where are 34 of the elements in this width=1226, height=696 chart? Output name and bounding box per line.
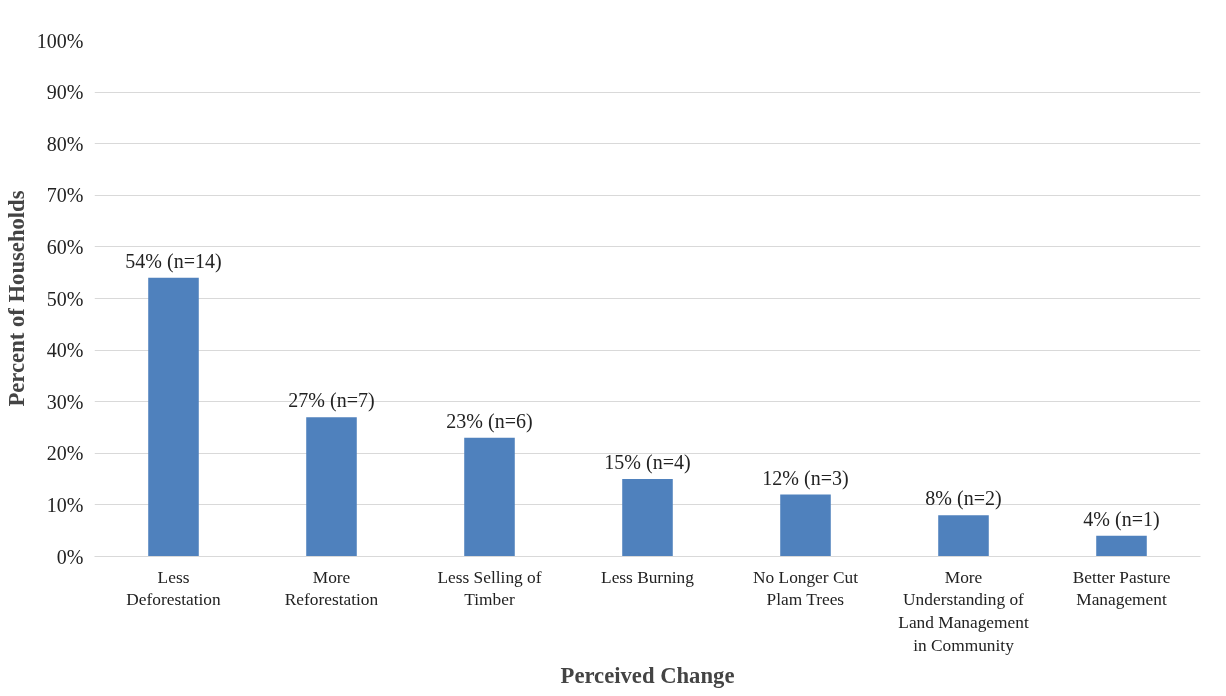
bar xyxy=(938,515,989,557)
bar xyxy=(622,479,673,557)
x-tick-label: Less Selling of Timber xyxy=(437,567,542,610)
y-tick-label: 90% xyxy=(46,81,84,104)
data-label: 4% (n=1) xyxy=(1083,507,1160,531)
y-tick-label: 20% xyxy=(46,442,84,465)
data-label: 27% (n=7) xyxy=(288,389,375,413)
data-label: 15% (n=4) xyxy=(604,451,691,475)
x-tick-label: No Longer Cut Plam Trees xyxy=(753,567,859,610)
y-tick-label: 0% xyxy=(56,545,84,568)
bar xyxy=(306,417,357,557)
x-tick-label: More Understanding of Land Management in Community xyxy=(898,567,1029,655)
data-label: 54% (n=14) xyxy=(125,249,222,273)
x-tick-label: Better Pasture Management xyxy=(1072,567,1171,610)
x-axis-title: Perceived Change xyxy=(560,662,735,688)
data-label: 23% (n=6) xyxy=(446,409,533,433)
bar xyxy=(464,437,515,557)
y-tick-label: 40% xyxy=(46,339,84,362)
bar xyxy=(780,494,831,557)
x-tick-label: Less Deforestation xyxy=(126,567,221,610)
x-tick-label: More Reforestation xyxy=(284,567,379,610)
y-axis-title: Percent of Households xyxy=(3,190,29,407)
y-tick-label: 70% xyxy=(46,184,84,207)
data-label: 8% (n=2) xyxy=(925,487,1002,511)
bar xyxy=(1096,535,1147,557)
y-tick-label: 80% xyxy=(46,132,84,155)
y-tick-label: 60% xyxy=(46,235,84,258)
x-tick-label: Less Burning xyxy=(601,567,695,587)
y-tick-label: 10% xyxy=(46,493,84,516)
y-tick-label: 30% xyxy=(46,390,84,413)
y-tick-label: 50% xyxy=(46,287,84,310)
data-label: 12% (n=3) xyxy=(762,466,849,490)
y-tick-label: 100% xyxy=(36,29,84,52)
bar xyxy=(148,277,199,557)
